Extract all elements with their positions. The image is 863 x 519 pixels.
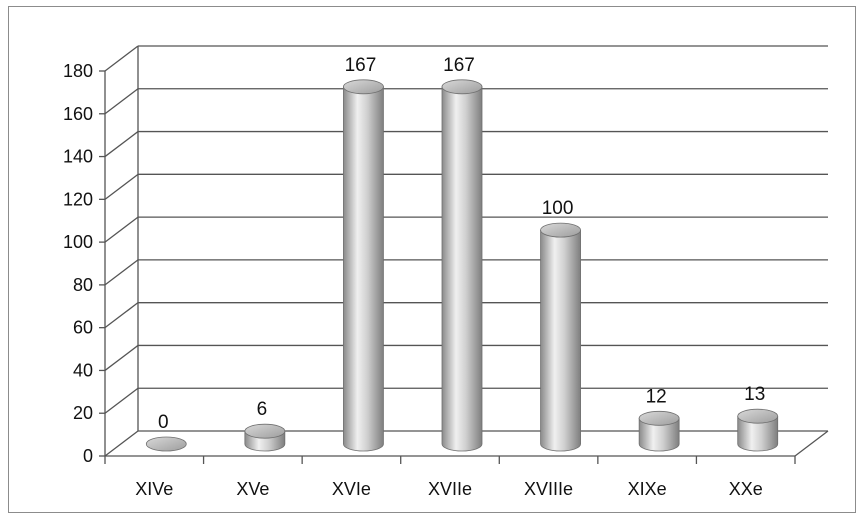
category-labels: XIVe XVe XVIe XVIIe XVIIIe XIXe XXe: [135, 479, 762, 499]
gridline-diag: [105, 388, 138, 413]
bar-top-XVIe: [343, 80, 383, 94]
gridline-diag: [105, 345, 138, 370]
y-tick-label: 40: [73, 360, 93, 380]
data-label-XVIIIe: 100: [542, 198, 574, 219]
category-label-XIXe: XIXe: [628, 479, 667, 499]
bar-top-XVIIe: [442, 80, 482, 94]
gridline-diag: [105, 132, 138, 157]
y-tick-label: 80: [73, 275, 93, 295]
bar-top-XIXe: [639, 411, 679, 425]
bar-top-XVe: [245, 424, 285, 438]
floor-right-edge: [795, 431, 828, 456]
data-label-XVe: 6: [257, 399, 268, 420]
data-label-XVIe: 167: [345, 55, 377, 76]
bar-XVIIe: [442, 87, 482, 451]
y-tick-label: 0: [83, 446, 93, 466]
bar-top-XIVe: [146, 437, 186, 451]
data-label-XXe: 13: [744, 384, 765, 405]
data-label-XIVe: 0: [158, 412, 169, 433]
y-tick-label: 60: [73, 318, 93, 338]
y-tick-label: 180: [63, 61, 93, 81]
bar-XVIe: [343, 87, 383, 451]
y-tick-label: 140: [63, 147, 93, 167]
bar-top-XVIIIe: [541, 223, 581, 237]
category-label-XXe: XXe: [729, 479, 763, 499]
gridline-diag: [105, 260, 138, 285]
y-tick-label: 20: [73, 403, 93, 423]
y-tick-label: 120: [63, 189, 93, 209]
bar-XVIIIe: [541, 230, 581, 451]
gridline-diag: [105, 303, 138, 328]
gridline-diag: [105, 46, 138, 71]
y-tick-label: 160: [63, 104, 93, 124]
data-label-XIXe: 12: [646, 386, 667, 407]
category-label-XVIIIe: XVIIIe: [524, 479, 573, 499]
category-label-XIVe: XIVe: [135, 479, 173, 499]
gridline-diag: [105, 217, 138, 242]
gridline-diag: [105, 89, 138, 114]
data-label-XVIIe: 167: [443, 55, 475, 76]
y-tick-labels: 0 20 40 60 80 100 120 140 160 180: [63, 61, 93, 466]
y-tick-label: 100: [63, 232, 93, 252]
category-label-XVIIe: XVIIe: [428, 479, 472, 499]
category-label-XVIe: XVIe: [332, 479, 371, 499]
bars: [146, 80, 777, 451]
gridline-diag: [105, 431, 138, 456]
gridline-diag: [105, 174, 138, 199]
category-label-XVe: XVe: [236, 479, 269, 499]
bar-top-XXe: [738, 409, 778, 423]
